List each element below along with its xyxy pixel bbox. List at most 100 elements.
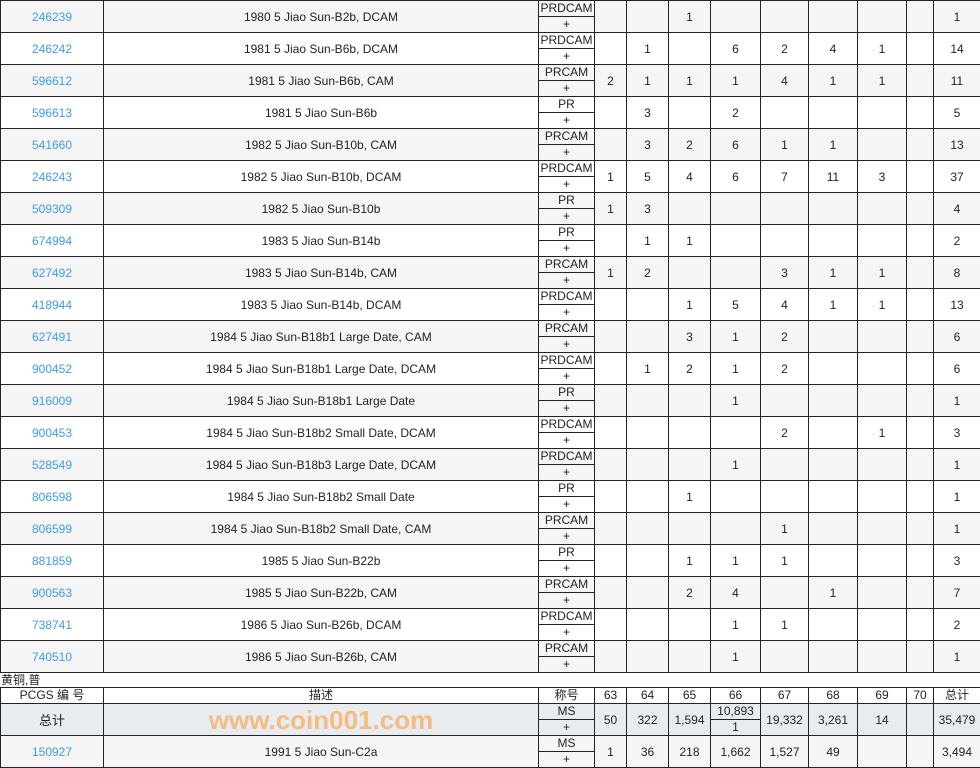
description-cell: 1981 5 Jiao Sun-B6b, DCAM <box>104 33 539 65</box>
pcgs-number-link[interactable]: 806598 <box>32 490 72 504</box>
pcgs-number-link[interactable]: 418944 <box>32 298 72 312</box>
total-count: 1 <box>934 385 980 417</box>
pcgs-number-link[interactable]: 916009 <box>32 394 72 408</box>
grade-count-69 <box>858 385 907 417</box>
grade-count-67 <box>761 97 809 129</box>
description-cell: 1986 5 Jiao Sun-B26b, DCAM <box>104 609 539 641</box>
pcgs-number-link[interactable]: 528549 <box>32 458 72 472</box>
grade-count-65: 1 <box>669 65 711 97</box>
grade-count-64 <box>627 385 669 417</box>
grade-count-64: 1 <box>627 353 669 385</box>
grade-count-66 <box>711 1 761 33</box>
grade-count-65: 2 <box>669 577 711 609</box>
grade-count-68: 4 <box>809 33 858 65</box>
grade-count-68 <box>809 609 858 641</box>
pcgs-cell: 738741 <box>1 609 104 641</box>
pcgs-number-link[interactable]: 509309 <box>32 202 72 216</box>
grade-count-70 <box>907 33 934 65</box>
grade-count-65: 3 <box>669 321 711 353</box>
pcgs-number-link[interactable]: 738741 <box>32 618 72 632</box>
grade-count-65 <box>669 609 711 641</box>
grade-count-64 <box>627 513 669 545</box>
pcgs-number-link[interactable]: 627491 <box>32 330 72 344</box>
grade-count-67: 1 <box>761 609 809 641</box>
plus-label: + <box>539 593 594 608</box>
grade-count-66 <box>711 193 761 225</box>
grade-count-68 <box>809 385 858 417</box>
pcgs-number-link[interactable]: 627492 <box>32 266 72 280</box>
pcgs-cell: 674994 <box>1 225 104 257</box>
grade-count-68: 49 <box>809 736 858 768</box>
total-description: www.coin001.com <box>104 704 539 736</box>
grade-count-67: 2 <box>761 417 809 449</box>
total-count: 2 <box>934 609 980 641</box>
total-label: 总计 <box>1 704 104 736</box>
pcgs-number-link[interactable]: 806599 <box>32 522 72 536</box>
pcgs-number-link[interactable]: 596613 <box>32 106 72 120</box>
grade-count-67 <box>761 641 809 673</box>
grade-count-70 <box>907 321 934 353</box>
pcgs-number-link[interactable]: 150927 <box>32 745 72 759</box>
grade-count-65 <box>669 449 711 481</box>
designation-cell: PRDCAM+ <box>539 33 595 65</box>
pcgs-number-link[interactable]: 881859 <box>32 554 72 568</box>
header-designation: 称号 <box>539 688 595 704</box>
grade-count-64: 5 <box>627 161 669 193</box>
plus-label: + <box>539 625 594 640</box>
total-count-68: 3,261 <box>809 704 858 736</box>
pcgs-number-link[interactable]: 740510 <box>32 650 72 664</box>
total-count: 1 <box>934 449 980 481</box>
plus-label: + <box>539 369 594 384</box>
plus-label: + <box>539 17 594 32</box>
grade-count-68 <box>809 417 858 449</box>
plus-label: + <box>539 752 594 767</box>
pcgs-number-link[interactable]: 900453 <box>32 426 72 440</box>
grade-count-64: 3 <box>627 97 669 129</box>
designation-label: PRCAM <box>539 577 594 593</box>
pcgs-number-link[interactable]: 900452 <box>32 362 72 376</box>
description-cell: 1984 5 Jiao Sun-B18b1 Large Date, CAM <box>104 321 539 353</box>
header-grade-66: 66 <box>711 688 761 704</box>
grade-count-66: 1 <box>711 641 761 673</box>
grade-count-66: 1 <box>711 321 761 353</box>
pcgs-number-link[interactable]: 246239 <box>32 10 72 24</box>
pcgs-cell: 541660 <box>1 129 104 161</box>
grade-count-70 <box>907 353 934 385</box>
pcgs-number-link[interactable]: 674994 <box>32 234 72 248</box>
grade-count-70 <box>907 641 934 673</box>
pcgs-number-link[interactable]: 596612 <box>32 74 72 88</box>
grade-count-65 <box>669 417 711 449</box>
total-count: 13 <box>934 289 980 321</box>
grade-count-63 <box>595 577 627 609</box>
grade-count-64 <box>627 577 669 609</box>
designation-cell: PR+ <box>539 545 595 577</box>
grade-count-66: 2 <box>711 97 761 129</box>
grade-count-64 <box>627 1 669 33</box>
pcgs-number-link[interactable]: 246242 <box>32 42 72 56</box>
pcgs-number-link[interactable]: 246243 <box>32 170 72 184</box>
description-cell: 1982 5 Jiao Sun-B10b, DCAM <box>104 161 539 193</box>
pcgs-cell: 900563 <box>1 577 104 609</box>
description-cell: 1982 5 Jiao Sun-B10b, CAM <box>104 129 539 161</box>
grade-count-66 <box>711 513 761 545</box>
total-count: 1 <box>934 1 980 33</box>
pcgs-number-link[interactable]: 900563 <box>32 586 72 600</box>
grade-count-65: 2 <box>669 129 711 161</box>
pcgs-number-link[interactable]: 541660 <box>32 138 72 152</box>
grade-count-66: 1 <box>711 385 761 417</box>
grade-count-64 <box>627 609 669 641</box>
total-count: 13 <box>934 129 980 161</box>
grade-count-63: 1 <box>595 257 627 289</box>
pcgs-cell: 900453 <box>1 417 104 449</box>
designation-label: PRDCAM <box>539 161 594 177</box>
grade-count-70 <box>907 225 934 257</box>
